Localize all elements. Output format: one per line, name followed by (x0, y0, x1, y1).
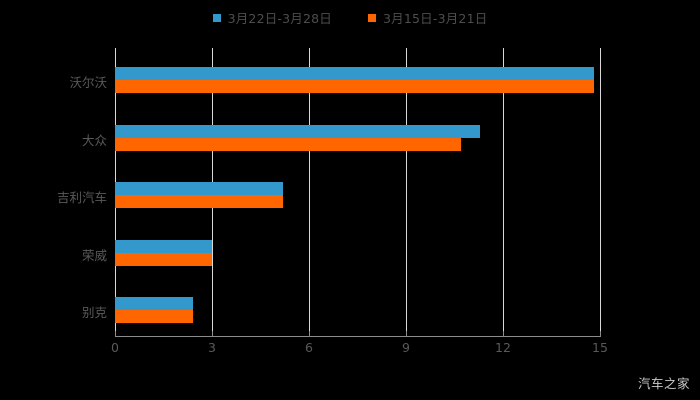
x-tick-mark (600, 331, 601, 336)
plot-area (115, 48, 601, 336)
gridline (309, 48, 310, 336)
x-axis-line (115, 336, 601, 337)
bar-0-4[interactable] (115, 297, 193, 311)
x-tick-mark (503, 331, 504, 336)
x-tick-mark (406, 331, 407, 336)
x-tick-label: 15 (592, 340, 608, 355)
legend-item-series-0[interactable]: 3月22日-3月28日 (212, 8, 332, 27)
bar-1-3[interactable] (115, 252, 212, 266)
x-tick-label: 6 (305, 340, 313, 355)
x-tick-mark (115, 331, 116, 336)
x-tick-label: 12 (495, 340, 511, 355)
x-tick-mark (212, 331, 213, 336)
watermark: 汽车之家 (637, 376, 690, 391)
bar-1-1[interactable] (115, 137, 461, 151)
legend-item-series-1[interactable]: 3月15日-3月21日 (368, 8, 487, 27)
legend-label-series-1: 3月15日-3月21日 (383, 11, 488, 26)
bar-0-2[interactable] (115, 182, 284, 196)
legend-label-series-0: 3月22日-3月28日 (227, 11, 332, 26)
y-axis-label-2: 吉利汽车 (56, 190, 107, 206)
y-axis-label-0: 沃尔沃 (69, 75, 107, 90)
y-axis-label-1: 大众 (81, 132, 107, 148)
x-tick-label: 3 (208, 340, 216, 355)
gridline (503, 48, 504, 336)
bar-1-0[interactable] (115, 80, 594, 93)
bar-0-0[interactable] (115, 67, 594, 80)
square-marker-icon (212, 13, 221, 22)
bar-0-3[interactable] (115, 239, 212, 253)
gridline (406, 48, 407, 336)
bar-1-4[interactable] (115, 310, 193, 324)
x-tick-mark (309, 331, 310, 336)
x-tick-label: 9 (402, 340, 410, 355)
y-axis-label-3: 荣威 (81, 247, 107, 263)
y-axis-label-4: 别克 (81, 305, 107, 321)
chart-legend: 3月22日-3月28日 3月15日-3月21日 (0, 8, 700, 27)
bar-0-1[interactable] (115, 124, 481, 138)
gridline (600, 48, 601, 336)
bar-1-2[interactable] (115, 195, 284, 209)
y-axis-labels: 沃尔沃大众吉利汽车荣威别克 (0, 48, 107, 336)
square-marker-icon (368, 13, 376, 22)
x-tick-label: 0 (111, 340, 119, 355)
